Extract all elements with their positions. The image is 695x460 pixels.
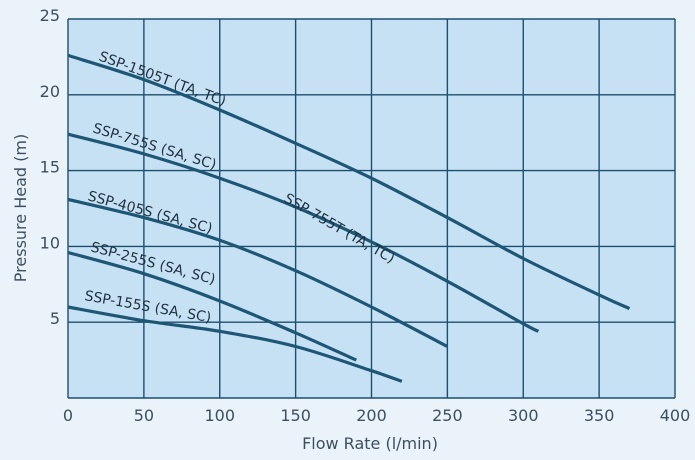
y-tick-label: 25 bbox=[40, 6, 60, 25]
series-line bbox=[67, 250, 357, 362]
series-curves bbox=[67, 53, 631, 383]
series-line bbox=[67, 197, 449, 348]
series-line bbox=[67, 132, 540, 333]
x-tick-label: 150 bbox=[280, 406, 311, 425]
x-tick-labels: 0 50 100 150 200 250 300 350 400 bbox=[63, 406, 690, 425]
y-tick-label: 5 bbox=[50, 309, 60, 328]
y-axis-title: Pressure Head (m) bbox=[11, 134, 30, 282]
x-tick-label: 250 bbox=[432, 406, 463, 425]
series-line bbox=[67, 53, 631, 311]
gridlines bbox=[67, 18, 676, 399]
y-tick-label: 20 bbox=[40, 82, 60, 101]
x-tick-label: 50 bbox=[134, 406, 154, 425]
y-tick-label: 10 bbox=[40, 233, 60, 252]
series-line bbox=[67, 305, 403, 383]
x-tick-label: 350 bbox=[584, 406, 615, 425]
x-tick-label: 100 bbox=[204, 406, 235, 425]
x-tick-label: 300 bbox=[508, 406, 539, 425]
y-tick-label: 15 bbox=[40, 158, 60, 177]
x-tick-label: 400 bbox=[660, 406, 691, 425]
x-tick-label: 0 bbox=[63, 406, 73, 425]
x-tick-label: 200 bbox=[356, 406, 387, 425]
x-axis-title: Flow Rate (l/min) bbox=[302, 434, 438, 453]
y-tick-labels: 5 10 15 20 25 bbox=[40, 6, 60, 328]
